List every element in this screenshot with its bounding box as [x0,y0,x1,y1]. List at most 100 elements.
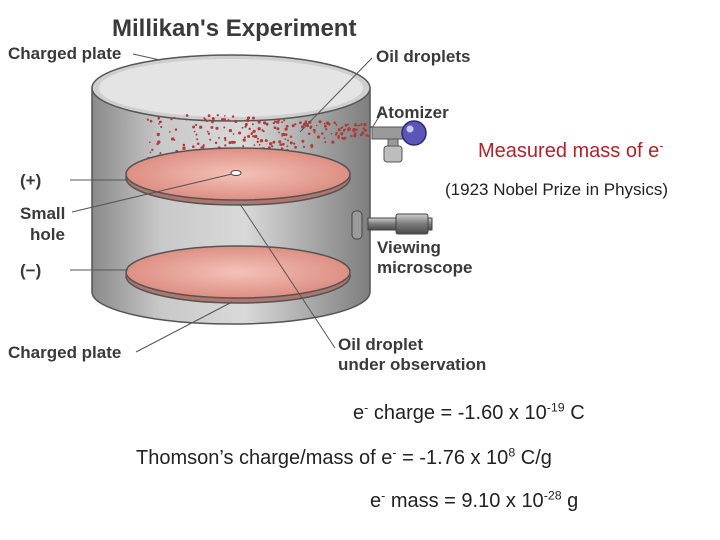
oil-droplet [279,143,283,146]
label-charged-plate-bottom: Charged plate [8,343,121,362]
oil-droplet [220,118,224,121]
oil-droplet [312,128,316,132]
oil-droplet [264,139,268,143]
label-atomizer: Atomizer [376,103,449,122]
oil-droplet [248,127,251,131]
oil-droplet [227,119,230,122]
oil-droplet [207,132,211,135]
viewing-microscope [351,210,433,240]
oil-droplet [244,125,247,128]
oil-droplet [323,137,326,139]
oil-droplet [241,126,244,129]
electron-mass-equation: e- mass = 9.10 x 10-28 g [370,488,578,513]
oil-droplet [158,123,160,125]
oil-droplet [160,125,163,128]
oil-droplet [281,135,284,137]
oil-droplet [286,145,289,148]
oil-droplet [223,126,226,129]
mass-exponent: -28 [543,488,562,503]
oil-droplet [195,123,198,127]
atomizer-bulb-icon [401,120,427,146]
oil-droplet [223,115,226,117]
measured-mass-sup: - [659,138,664,153]
oil-droplet [310,144,314,148]
measured-mass-text: Measured mass of e [478,140,660,162]
oil-droplet [277,121,280,124]
oil-droplet [334,133,337,136]
oil-droplet [354,124,357,127]
oil-droplet [182,146,186,150]
oil-droplet [228,141,232,145]
oil-droplet [257,137,259,140]
oil-droplet [149,151,152,154]
oil-droplet [209,138,212,141]
oil-droplet [238,131,242,135]
oil-droplet [353,132,357,135]
oil-droplet [360,123,363,126]
oil-droplet [281,132,283,135]
oil-droplet [157,116,161,120]
oil-droplet [196,138,199,141]
oil-droplet [369,126,372,128]
oil-droplet [310,146,313,149]
oil-droplet [337,128,341,132]
oil-droplet [192,125,196,129]
oil-droplet [231,115,235,118]
oil-droplet [233,140,236,144]
oil-droplet [284,127,288,131]
oil-droplet [232,133,235,135]
oil-droplet [367,135,370,138]
oil-droplet [252,135,255,138]
oil-droplet [278,131,280,134]
oil-droplet [355,128,358,132]
oil-droplet [156,142,159,146]
oil-droplet [350,134,353,138]
oil-droplet [278,140,282,144]
oil-droplet [280,121,283,124]
oil-droplet [224,144,227,147]
oil-droplet [335,123,338,126]
nobel-prize-note: (1923 Nobel Prize in Physics) [445,180,668,199]
oil-droplet [304,121,308,125]
label-oil-droplets: Oil droplets [376,47,470,66]
label-charged-plate-top: Charged plate [8,44,121,63]
oil-droplet [363,128,367,132]
oil-droplet [247,134,251,138]
oil-droplet [280,147,284,150]
ratio-unit: C/g [515,447,552,469]
oil-droplet [273,120,277,123]
mass-symbol: e [370,490,382,512]
oil-droplet [253,144,256,146]
oil-droplet [293,142,296,145]
oil-droplet [287,139,289,142]
oil-droplet [210,125,214,129]
oil-droplet [276,127,280,131]
oil-droplet [146,118,149,121]
oil-droplet [333,121,337,125]
oil-droplet [193,130,196,133]
ratio-exponent: 8 [508,445,516,460]
oil-droplet [284,138,287,140]
oil-droplet [185,118,188,121]
oil-droplet [251,123,254,126]
oil-droplet [269,142,273,146]
oil-droplet [337,136,340,140]
oil-droplet [282,132,286,137]
oil-droplet [196,142,200,146]
charge-symbol: e [353,402,365,424]
small-hole [230,170,242,176]
oil-droplet [215,126,219,130]
oil-droplet [205,120,208,123]
charge-value: charge = -1.60 x 10 [368,402,547,424]
oil-droplet [344,128,346,131]
oil-droplet [324,141,327,144]
oil-droplet [265,122,269,126]
oil-droplet [201,145,205,149]
charge-unit: C [564,402,585,424]
oil-droplet [262,130,265,133]
label-viewing-line2: microscope [377,258,472,277]
oil-droplet [291,124,295,128]
oil-droplet [325,121,330,125]
oil-droplet [228,128,233,133]
